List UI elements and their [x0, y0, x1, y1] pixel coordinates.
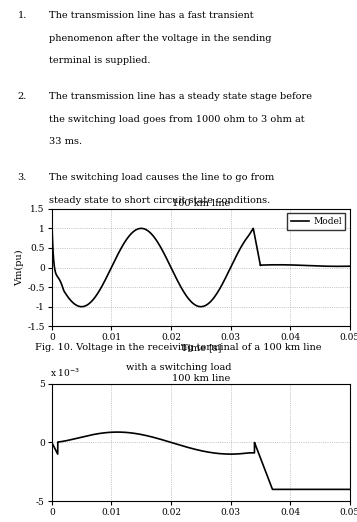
Text: the switching load goes from 1000 ohm to 3 ohm at: the switching load goes from 1000 ohm to… — [49, 115, 305, 124]
Text: x 10$^{-3}$: x 10$^{-3}$ — [50, 366, 81, 379]
Y-axis label: Vm(pu): Vm(pu) — [15, 249, 25, 286]
Text: 1.: 1. — [17, 11, 27, 20]
Legend: Model: Model — [287, 213, 345, 230]
Title: 100 km line: 100 km line — [172, 199, 230, 208]
Text: 33 ms.: 33 ms. — [49, 137, 82, 146]
Text: The transmission line has a fast transient: The transmission line has a fast transie… — [49, 11, 254, 20]
Text: phenomenon after the voltage in the sending: phenomenon after the voltage in the send… — [49, 33, 272, 43]
Text: 3.: 3. — [17, 173, 27, 182]
Text: Fig. 10. Voltage in the receiving terminal of a 100 km line: Fig. 10. Voltage in the receiving termin… — [35, 343, 322, 352]
Text: steady state to short circuit state conditions.: steady state to short circuit state cond… — [49, 196, 270, 205]
Text: The switching load causes the line to go from: The switching load causes the line to go… — [49, 173, 274, 182]
Title: 100 km line: 100 km line — [172, 374, 230, 383]
Text: 2.: 2. — [17, 92, 27, 101]
Text: The transmission line has a steady state stage before: The transmission line has a steady state… — [49, 92, 312, 101]
Text: with a switching load: with a switching load — [126, 363, 231, 372]
X-axis label: Time [s]: Time [s] — [181, 343, 221, 352]
Text: terminal is supplied.: terminal is supplied. — [49, 56, 151, 65]
